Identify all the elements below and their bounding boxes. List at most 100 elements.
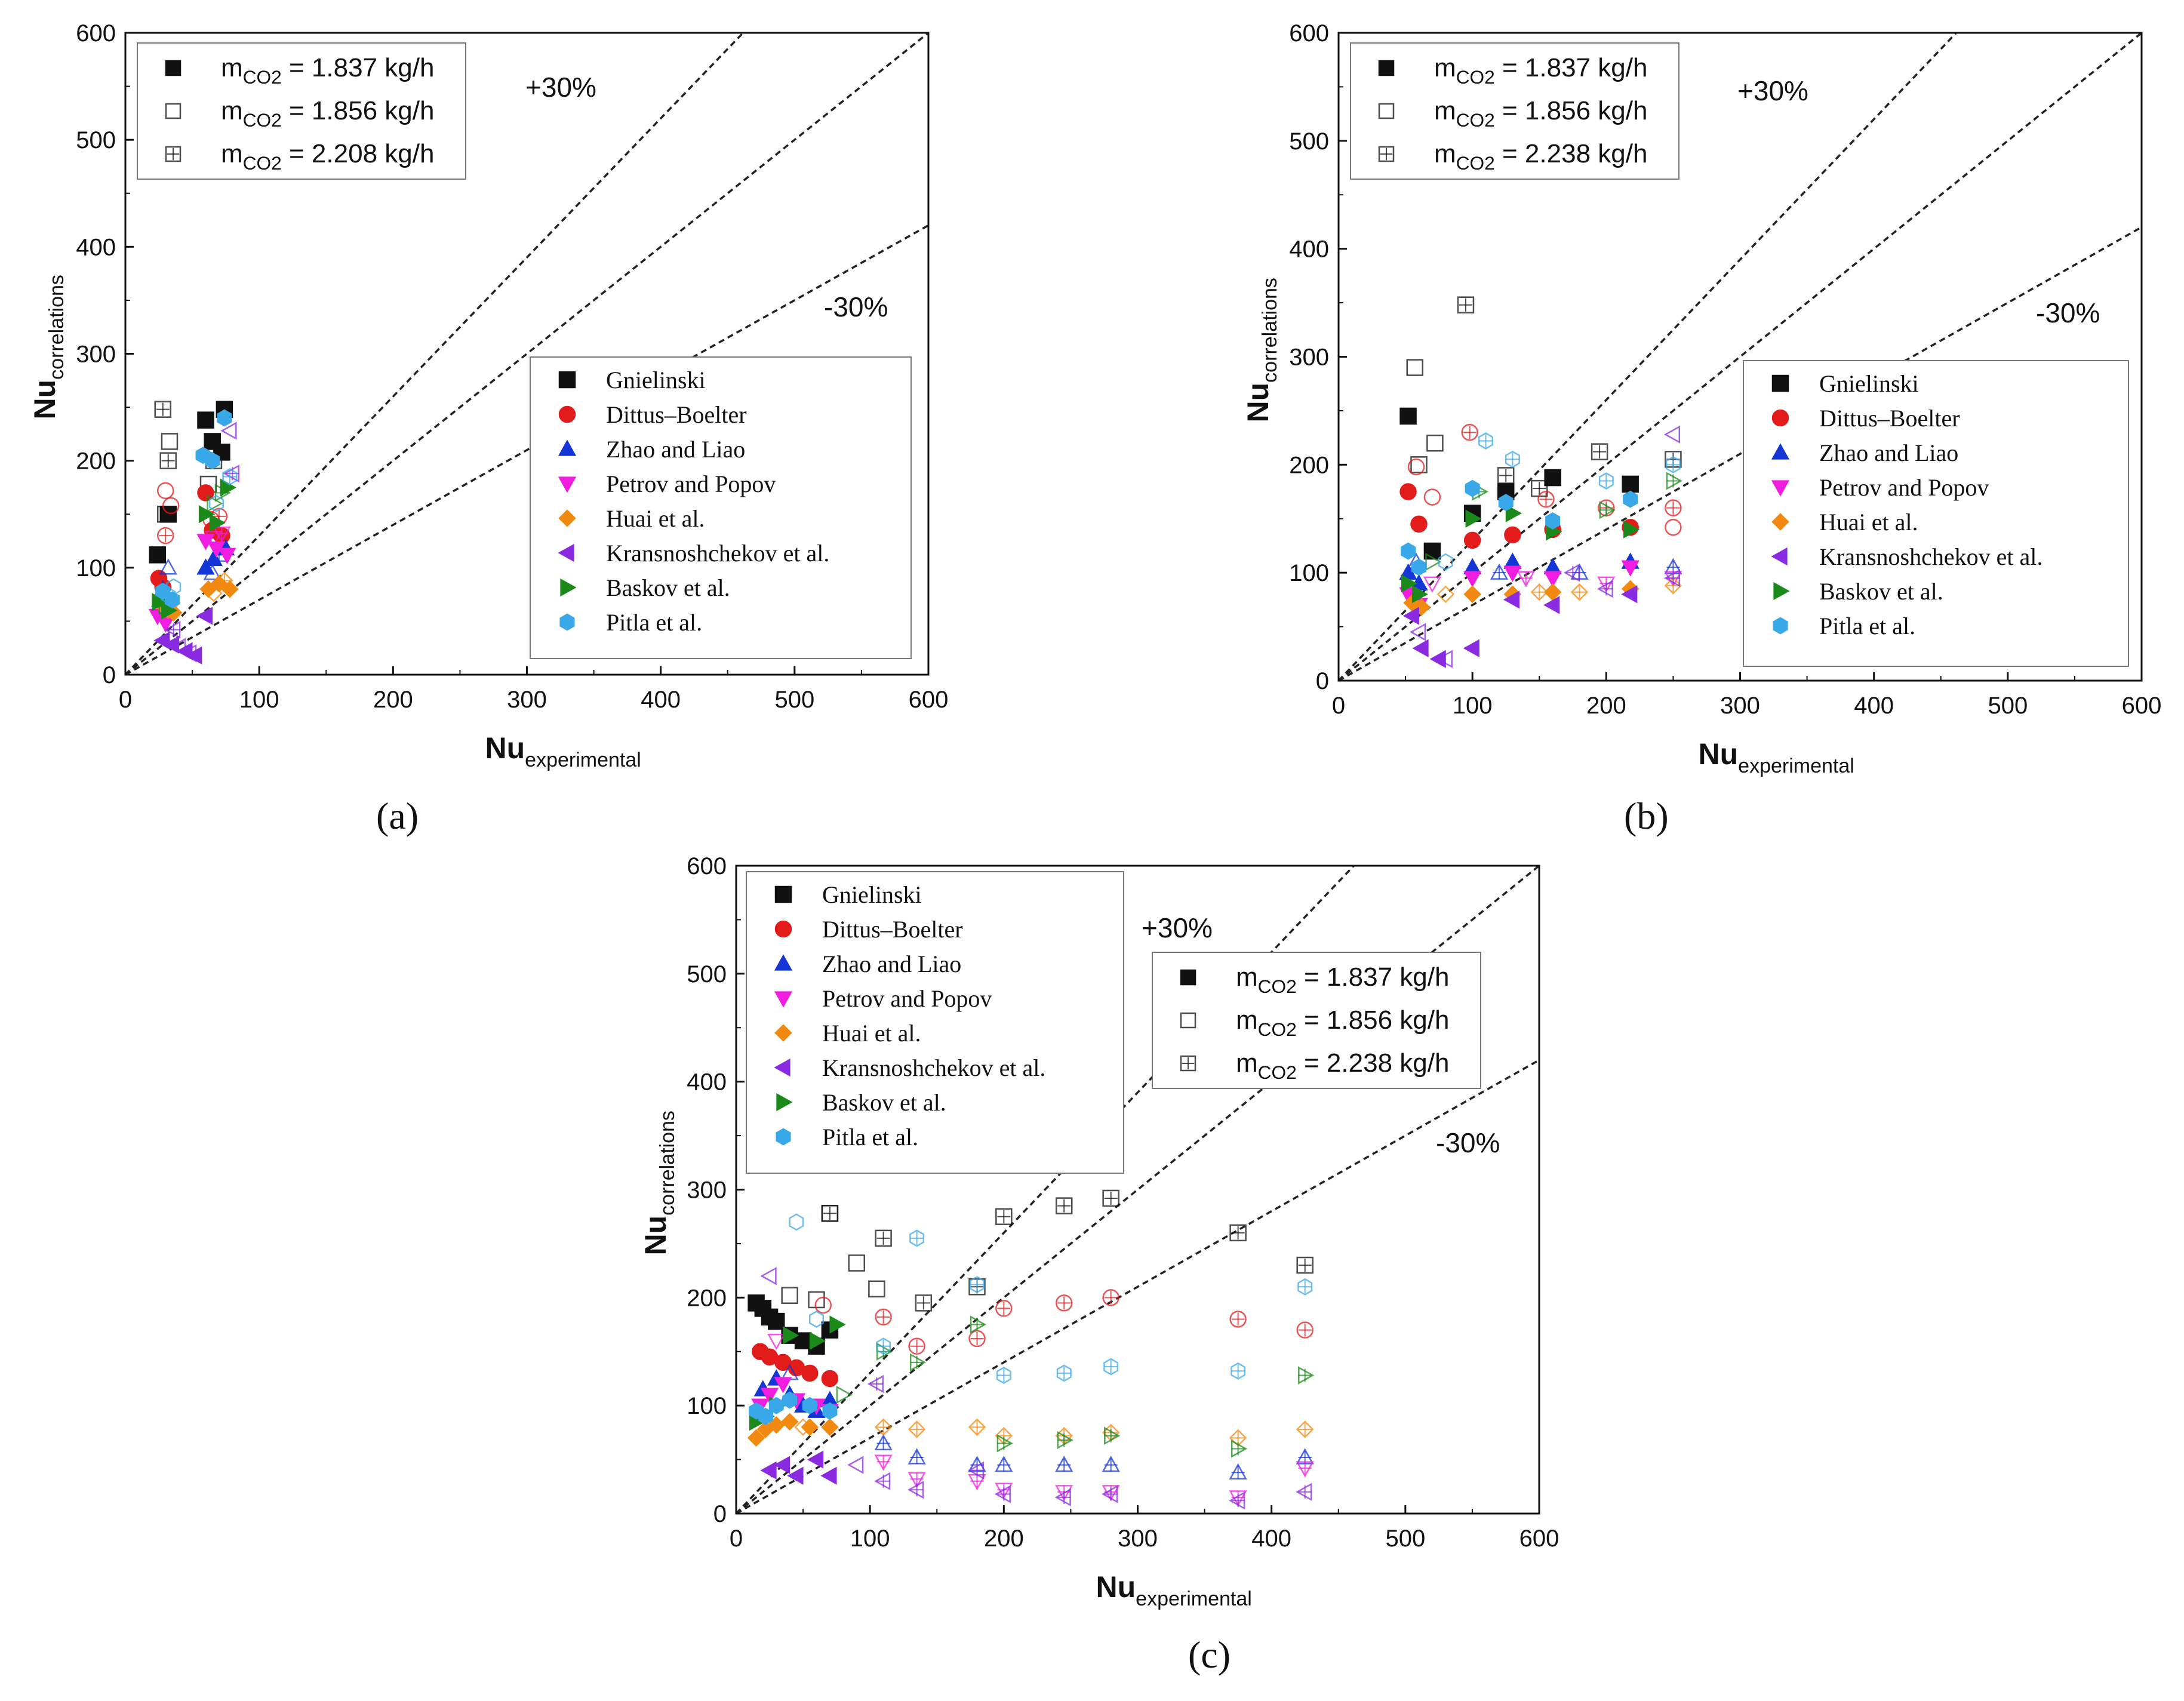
chart-a-point-pitla-et-al-3 — [205, 452, 220, 470]
chart-c-point-gnielinski-11 — [868, 1280, 885, 1298]
chart-c-point-gnielinski-16 — [995, 1208, 1013, 1225]
chart-a-ytick-label-0: 0 — [103, 662, 116, 688]
chart-b-xlabel-sub: experimental — [1738, 755, 1854, 777]
chart-b-point-kransnoshchekov-et-al-3 — [1463, 639, 1479, 657]
chart-b-point-petrov-and-popov-5 — [1621, 560, 1639, 577]
chart-a-legend-marker-huai-et-al — [558, 509, 576, 527]
panel-label-b: (b) — [1624, 795, 1669, 837]
chart-b-legend-massflow-sub-0: CO2 — [1456, 66, 1495, 88]
chart-a-point-baskov-et-al-6 — [207, 494, 223, 513]
chart-a-point-kransnoshchekov-et-al-4 — [196, 607, 213, 625]
chart-c-point-pitla-et-al-2 — [768, 1397, 784, 1414]
chart-b-xlabel-main: Nu — [1699, 737, 1739, 771]
chart-c-point-gnielinski-8 — [781, 1287, 798, 1304]
chart-c-point-huai-et-al-7 — [874, 1418, 893, 1437]
panel-label-a: (a) — [376, 795, 419, 837]
chart-c-legend-marker-kransnoshchekov-et-al — [774, 1058, 790, 1077]
chart-b-annotation-minus30: -30% — [2036, 297, 2100, 328]
chart-b-point-pitla-et-al-8 — [1505, 450, 1520, 468]
chart-c-legend-marker-huai-et-al — [774, 1024, 792, 1042]
chart-b-point-gnielinski-9 — [1457, 296, 1475, 313]
chart-c-point-pitla-et-al-15 — [1297, 1278, 1313, 1296]
chart-b-legend-correlations-box — [1743, 360, 2129, 667]
chart-b-legend-massflow-post-1: = 1.856 kg/h — [1495, 96, 1648, 125]
chart-a-legend-label-huai-et-al: Huai et al. — [606, 505, 705, 532]
chart-c-ytick-label-200: 200 — [687, 1285, 727, 1311]
chart-a-xtick-label-0: 0 — [119, 687, 132, 713]
chart-c-point-pitla-et-al-4 — [802, 1397, 817, 1414]
chart-c-point-baskov-et-al-6 — [836, 1385, 853, 1404]
chart-b-ytick-label-500: 500 — [1289, 128, 1329, 155]
chart-a-data-points — [148, 401, 239, 665]
chart-a-xlabel: Nuexperimental — [485, 731, 641, 771]
chart-a-legend-massflow-pre-1: m — [221, 96, 243, 125]
chart-a-point-huai-et-al-8 — [216, 571, 233, 590]
chart-c-legend-massflow-marker-2 — [1180, 1055, 1196, 1072]
chart-c-legend-massflow-pre-1: m — [1236, 1005, 1258, 1035]
chart-a-point-gnielinski-2 — [197, 411, 214, 429]
chart-a-legend-massflow-pre-2: m — [221, 139, 243, 168]
chart-a: 0 100 200 300 400 500 600 0 100 200 300 400 500 600 Nu… — [28, 20, 948, 771]
chart-c-point-baskov-et-al-5 — [829, 1315, 846, 1334]
chart-a-legend-label-gnielinski: Gnielinski — [606, 367, 706, 393]
chart-a-xlabel-main: Nu — [485, 731, 525, 765]
chart-b-legend-massflow-sub-2: CO2 — [1456, 152, 1495, 174]
chart-b-point-pitla-et-al-10 — [1665, 456, 1681, 473]
chart-b-legend-massflow-entry-0: mCO2 = 1.837 kg/h — [1434, 53, 1647, 88]
chart-b-legend-label-zhao-and-liao: Zhao and Liao — [1819, 439, 1958, 466]
chart-b-point-petrov-and-popov-2 — [1463, 571, 1482, 587]
chart-b-point-kransnoshchekov-et-al-12 — [1663, 425, 1681, 444]
chart-a-point-dittus-boelter-5 — [157, 482, 174, 500]
chart-c-legend-label-kransnoshchekov-et-al: Kransnoshchekov et al. — [822, 1054, 1045, 1081]
chart-b-point-pitla-et-al-5 — [1623, 490, 1638, 508]
chart-c-xlabel-main: Nu — [1096, 1570, 1136, 1604]
chart-b-legend-massflow-post-2: = 2.238 kg/h — [1495, 139, 1648, 168]
chart-b-annotation-plus30: +30% — [1737, 75, 1808, 106]
chart-b-point-gnielinski-7 — [1410, 456, 1428, 473]
chart-b-xlabel: Nuexperimental — [1699, 737, 1854, 777]
chart-c-xtick-label-500: 500 — [1385, 1525, 1425, 1552]
chart-c-point-gnielinski-19 — [1229, 1224, 1247, 1242]
chart-c-point-dittus-boelter-12 — [1102, 1289, 1119, 1306]
chart-c-xtick-label-100: 100 — [850, 1525, 890, 1552]
chart-c-legend-label-gnielinski: Gnielinski — [822, 881, 922, 908]
chart-b-xtick-label-500: 500 — [1988, 693, 2028, 719]
chart-c-legend-label-petrov-and-popov: Petrov and Popov — [822, 985, 992, 1012]
chart-c-point-kransnoshchekov-et-al-5 — [760, 1267, 777, 1285]
chart-b-point-dittus-boelter-3 — [1504, 526, 1521, 544]
chart-b-point-kransnoshchekov-et-al-5 — [1543, 596, 1560, 614]
chart-c-legend-massflow-sub-2: CO2 — [1258, 1062, 1297, 1083]
chart-c-point-huai-et-al-2 — [767, 1416, 786, 1434]
chart-c-point-gnielinski-10 — [848, 1254, 865, 1272]
chart-a-xtick-label-100: 100 — [239, 687, 279, 713]
chart-b-legend-massflow-sub-1: CO2 — [1456, 109, 1495, 131]
chart-c-legend-massflow-entry-1: mCO2 = 1.856 kg/h — [1236, 1005, 1449, 1040]
chart-c-point-dittus-boelter-14 — [1296, 1321, 1314, 1339]
chart-a-annotation-plus30: +30% — [525, 72, 596, 103]
chart-c-point-huai-et-al-4 — [801, 1418, 819, 1437]
chart-b-legend-correlations: Gnielinski Dittus–Boelter Zhao and Liao Pet… — [1743, 360, 2129, 667]
chart-b-legend-massflow-pre-0: m — [1434, 53, 1456, 82]
chart-a-legend-massflow-pre-0: m — [221, 53, 243, 82]
chart-b-legend-marker-kransnoshchekov-et-al — [1771, 547, 1788, 566]
chart-c-point-gnielinski-20 — [1296, 1256, 1314, 1274]
chart-c-point-baskov-et-al-4 — [809, 1331, 826, 1350]
chart-b: 0 100 200 300 400 500 600 0 100 200 300 400 500 600 Nu… — [1241, 20, 2161, 777]
chart-c-point-pitla-et-al-8 — [876, 1337, 891, 1355]
chart-a-point-kransnoshchekov-et-al-6 — [180, 644, 197, 663]
chart-a-ytick-label-100: 100 — [76, 555, 116, 582]
chart-a-legend-correlations: Gnielinski Dittus–Boelter Zhao and Liao Pet… — [530, 356, 912, 659]
chart-b-ylabel-main: Nu — [1241, 383, 1275, 423]
chart-b-point-kransnoshchekov-et-al-1 — [1412, 639, 1429, 657]
chart-c-point-kransnoshchekov-et-al-4 — [820, 1466, 837, 1485]
chart-c-ytick-label-500: 500 — [687, 961, 727, 988]
chart-c-xtick-label-0: 0 — [730, 1525, 743, 1552]
chart-c-point-kransnoshchekov-et-al-0 — [760, 1461, 777, 1479]
chart-b-point-gnielinski-12 — [1591, 443, 1608, 460]
chart-b-point-dittus-boelter-9 — [1537, 490, 1555, 508]
chart-b-xtick-label-400: 400 — [1854, 693, 1894, 719]
chart-b-point-pitla-et-al-6 — [1438, 553, 1453, 571]
chart-b-point-baskov-et-al-2 — [1465, 509, 1482, 528]
chart-a-legend-massflow-post-2: = 2.208 kg/h — [282, 139, 435, 168]
chart-b-point-gnielinski-6 — [1406, 359, 1424, 376]
